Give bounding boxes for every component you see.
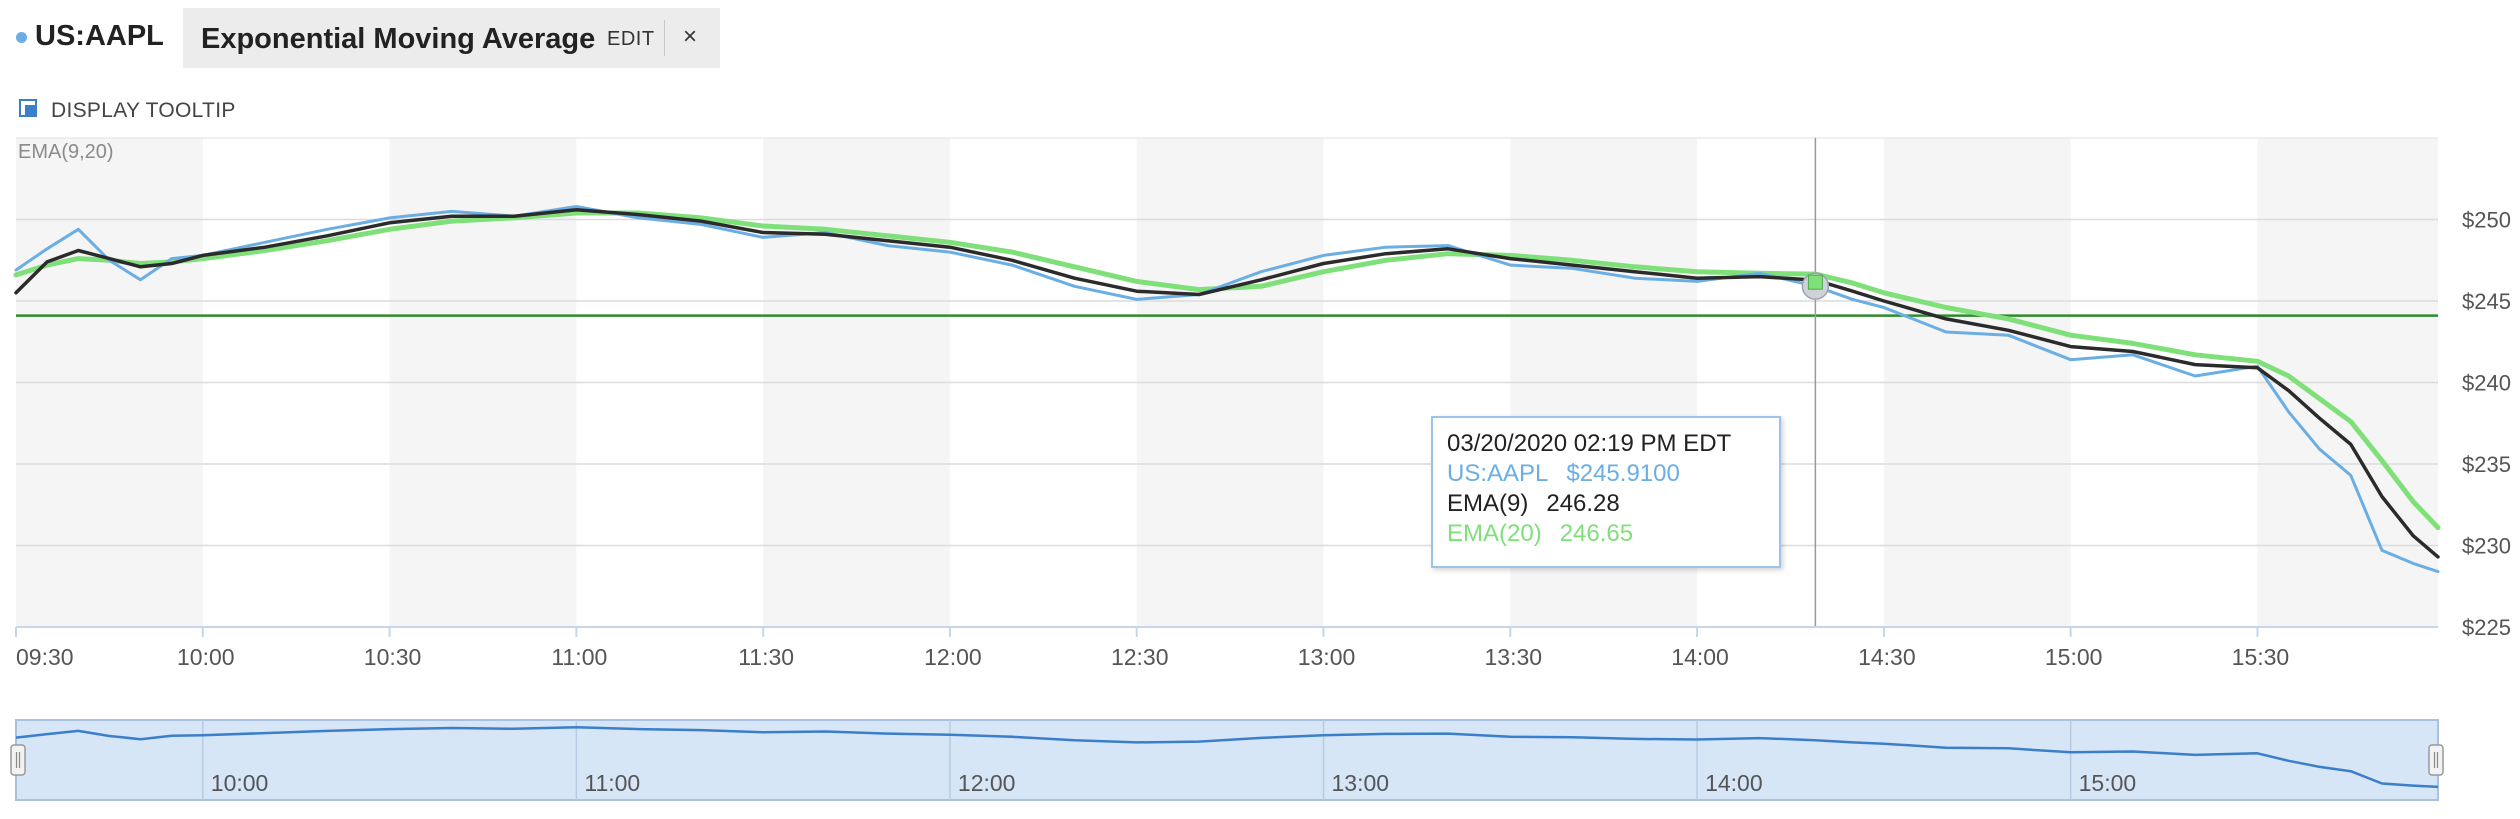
study-name: Exponential Moving Average xyxy=(201,23,596,55)
x-tick-label: 13:30 xyxy=(1485,644,1543,670)
x-tick-label: 15:30 xyxy=(2232,644,2290,670)
x-tick-label: 12:00 xyxy=(924,644,982,670)
crosshair-marker-icon xyxy=(1807,274,1823,290)
tooltip-ema20-label: EMA(20) xyxy=(1447,520,1542,547)
x-tick-label: 13:00 xyxy=(1298,644,1356,670)
x-tick-label: 11:30 xyxy=(738,644,794,670)
navigator-price-line xyxy=(15,725,2439,789)
y-axis: $250 $245 $240 $235 $230 $225 xyxy=(2462,208,2511,641)
navigator-left-handle[interactable] xyxy=(10,744,26,776)
x-tick-label: 10:00 xyxy=(177,644,235,670)
navigator-tick-label: 14:00 xyxy=(1705,770,1763,796)
x-tick-label: 14:00 xyxy=(1671,644,1729,670)
symbol-label: US:AAPL xyxy=(35,20,164,52)
tooltip-ema9-value: 246.28 xyxy=(1546,490,1620,517)
y-tick-label: $240 xyxy=(2462,371,2511,396)
navigator-window[interactable] xyxy=(15,719,2439,801)
tooltip-price-label: US:AAPL xyxy=(1447,460,1549,487)
navigator-tick-label: 10:00 xyxy=(211,770,269,796)
tooltip-ema20-value: 246.65 xyxy=(1559,520,1634,547)
x-tick-label: 10:30 xyxy=(364,644,422,670)
tooltip-ema9-label: EMA(9) xyxy=(1447,490,1529,517)
navigator: 10:00 11:00 12:00 13:00 14:00 15:00 xyxy=(10,719,2444,801)
chart-header: US:AAPL Exponential Moving Average EDIT … xyxy=(0,0,2520,80)
y-tick-label: $245 xyxy=(2462,289,2511,314)
y-tick-label: $250 xyxy=(2462,208,2511,233)
y-tick-label: $230 xyxy=(2462,534,2511,559)
study-parameter-label: EMA(9,20) xyxy=(18,141,114,163)
navigator-tick-label: 11:00 xyxy=(584,770,640,796)
navigator-tick-label: 12:00 xyxy=(958,770,1016,796)
price-line xyxy=(14,205,2440,574)
divider xyxy=(664,20,665,56)
study-chip: Exponential Moving Average EDIT × xyxy=(183,8,720,68)
crosshair-marker xyxy=(1801,272,1830,300)
tooltip-date: 03/20/2020 02:19 PM EDT xyxy=(1447,430,1732,457)
y-tick-label: $235 xyxy=(2462,452,2511,477)
checkbox-checked-mark xyxy=(25,105,35,115)
ema20-line xyxy=(13,210,2441,531)
x-axis: 09:30 10:00 10:30 11:00 11:30 12:00 12:30 13:00… xyxy=(15,627,2290,670)
tooltip-price-row: US:AAPL $245.9100 xyxy=(1447,460,1680,488)
navigator-tick-label: 15:00 xyxy=(2079,770,2137,796)
x-tick-label: 11:00 xyxy=(551,644,607,670)
series-layer xyxy=(13,205,2441,574)
x-tick-label: 14:30 xyxy=(1858,644,1916,670)
x-tick-label: 15:00 xyxy=(2045,644,2103,670)
navigator-right-handle[interactable] xyxy=(2428,744,2444,776)
checkbox-icon[interactable] xyxy=(19,99,37,117)
x-tick-label: 09:30 xyxy=(16,644,74,670)
x-tick-label: 12:30 xyxy=(1111,644,1169,670)
navigator-tick-label: 13:00 xyxy=(1332,770,1390,796)
y-tick-label: $225 xyxy=(2462,615,2511,640)
remove-study-button[interactable]: × xyxy=(683,23,698,50)
display-tooltip-label: DISPLAY TOOLTIP xyxy=(51,99,236,122)
ema9-line xyxy=(14,207,2440,559)
symbol-color-dot xyxy=(16,32,27,43)
tooltip-ema20-row: EMA(20) 246.65 xyxy=(1447,520,1633,548)
tooltip-price-value: $245.9100 xyxy=(1566,460,1680,487)
edit-study-button[interactable]: EDIT xyxy=(607,28,655,50)
chart-tooltip: 03/20/2020 02:19 PM EDT US:AAPL $245.9100… xyxy=(1431,416,1781,568)
tooltip-ema9-row: EMA(9) 246.28 xyxy=(1447,490,1620,518)
